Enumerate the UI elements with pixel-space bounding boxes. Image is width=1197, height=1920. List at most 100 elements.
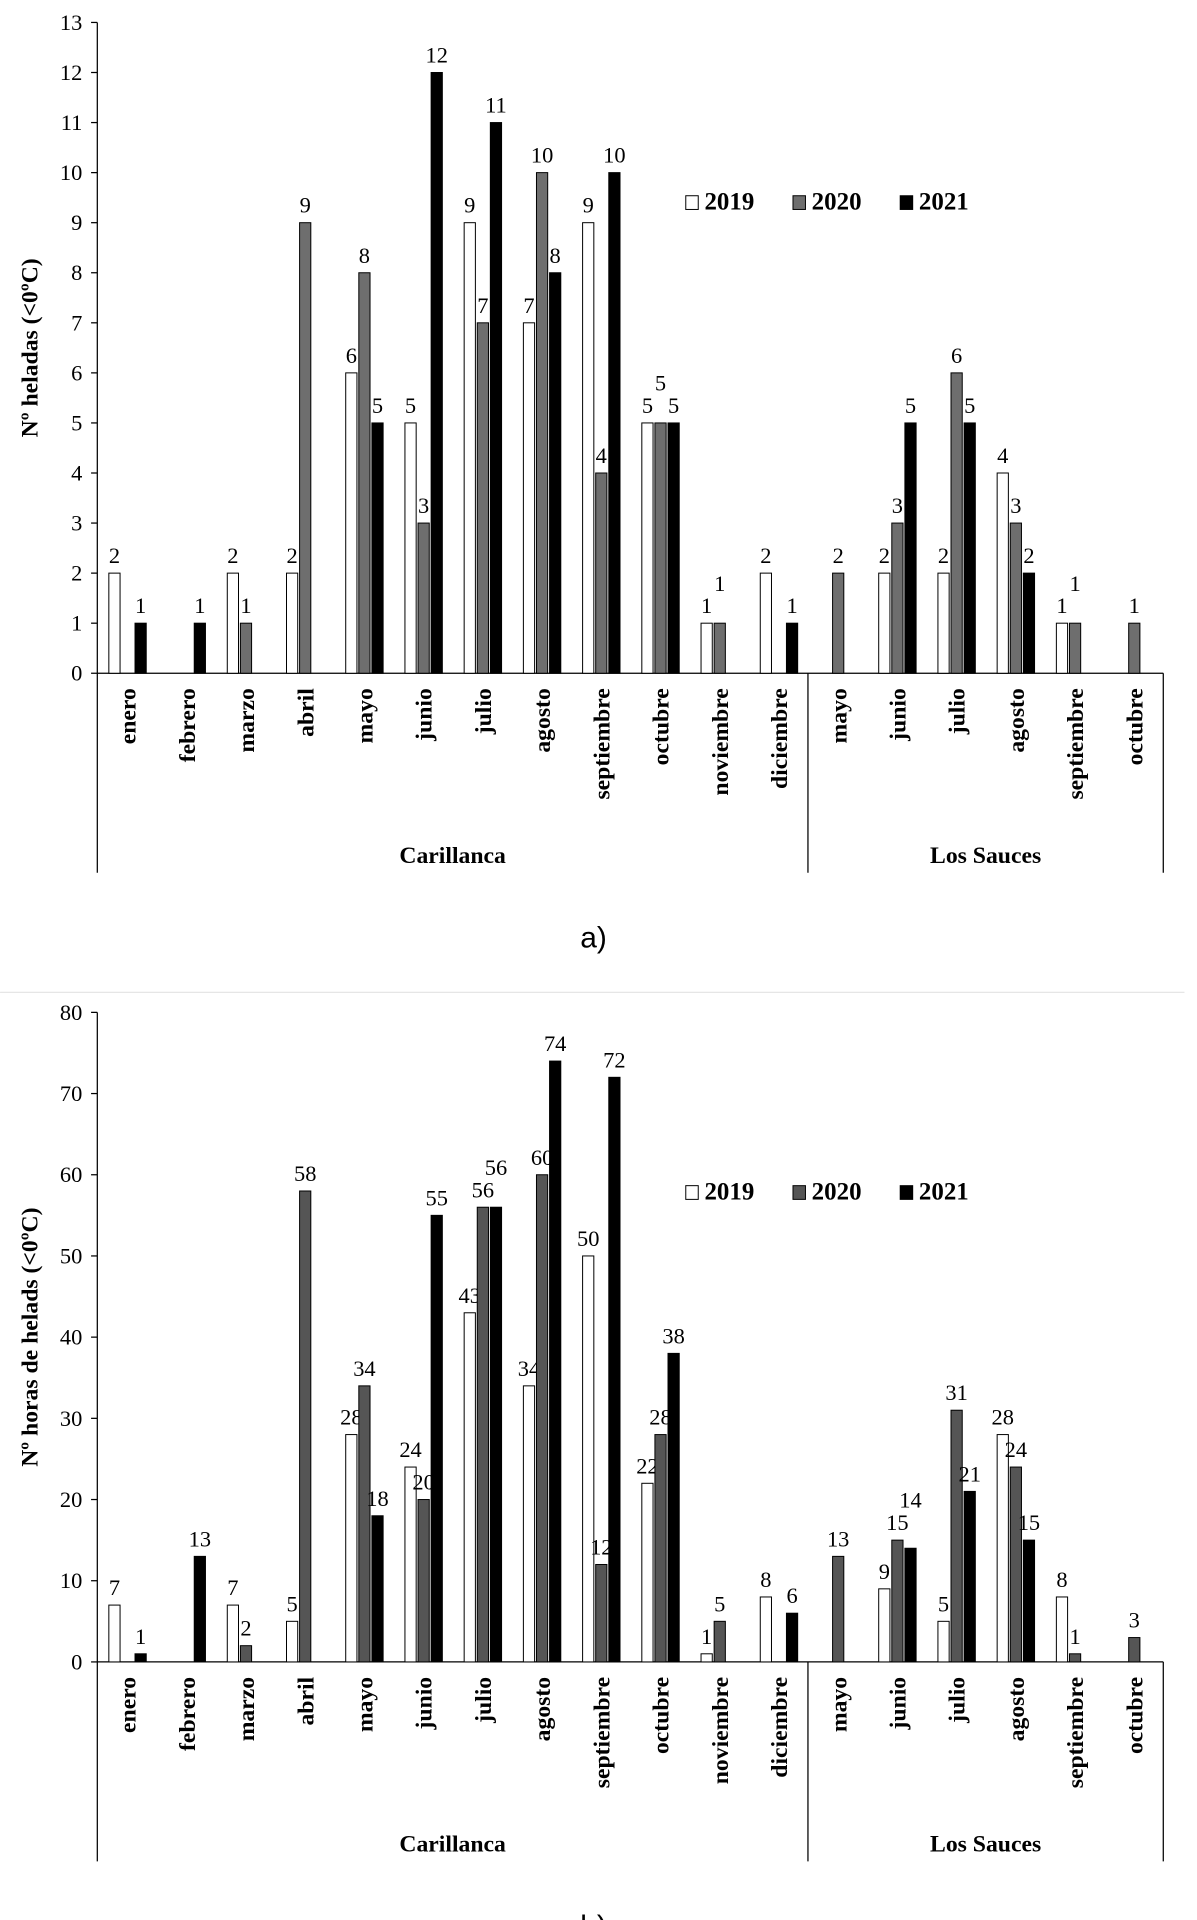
x-tick-label: junio [412, 1677, 438, 1731]
bar-2019 [522, 322, 536, 674]
bar-2019 [996, 1434, 1009, 1663]
legend-swatch-2019 [685, 195, 699, 210]
bar-2019 [108, 572, 121, 674]
y-tick-label: 1 [71, 611, 82, 636]
bar-2019 [286, 1620, 299, 1663]
data-label: 9 [464, 193, 475, 218]
legend-swatch-2020 [792, 1185, 806, 1200]
data-label: 12 [590, 1535, 612, 1560]
y-axis-label: Nº heladas (<0ºC) [17, 258, 43, 437]
data-label: 60 [531, 1145, 553, 1170]
data-label: 2 [287, 543, 298, 568]
bar-2020 [1068, 1653, 1082, 1663]
y-tick-label: 10 [60, 160, 82, 185]
data-label: 13 [189, 1526, 211, 1551]
bar-2021 [904, 1547, 917, 1663]
bar-2019 [286, 572, 299, 674]
data-label: 22 [636, 1453, 658, 1478]
bar-2019 [996, 472, 1009, 674]
data-label: 1 [194, 593, 205, 618]
bar-2020 [832, 572, 845, 674]
y-tick-label: 11 [61, 110, 83, 135]
legend-label: 2020 [812, 1178, 862, 1205]
data-label: 1 [135, 1624, 146, 1649]
bar-2019 [345, 372, 358, 674]
data-label: 8 [760, 1567, 771, 1592]
data-label: 9 [879, 1559, 890, 1584]
data-label: 1 [1056, 593, 1067, 618]
data-label: 2 [833, 543, 844, 568]
caption-a: a) [580, 922, 607, 955]
bar-2020 [1068, 622, 1082, 674]
bar-2020 [535, 172, 549, 674]
x-tick-label: noviembre [708, 688, 734, 795]
x-tick-label: septiembre [589, 1677, 615, 1788]
x-tick-label: febrero [175, 1677, 201, 1751]
bar-2019 [759, 572, 772, 674]
legend-label: 2021 [919, 1178, 969, 1205]
bar-2021 [1022, 1539, 1036, 1663]
bar-2019 [404, 422, 417, 674]
bar-2021 [785, 622, 799, 674]
bar-2021 [430, 1214, 443, 1663]
bar-2020 [654, 422, 667, 674]
data-label: 1 [135, 593, 146, 618]
x-tick-label: junio [886, 688, 912, 742]
bar-2019 [582, 1255, 595, 1663]
data-label: 5 [938, 1591, 949, 1616]
y-tick-label: 10 [60, 1568, 82, 1593]
legend-swatch-2021 [899, 195, 914, 210]
bar-2021 [963, 422, 976, 674]
data-label: 15 [886, 1510, 908, 1535]
bar-2020 [713, 1620, 726, 1663]
x-tick-label: agosto [530, 1677, 556, 1741]
y-tick-label: 3 [71, 511, 82, 536]
data-label: 43 [459, 1283, 481, 1308]
data-label: 6 [346, 343, 357, 368]
x-tick-label: septiembre [1063, 1677, 1089, 1788]
data-label: 1 [240, 593, 251, 618]
group-label: Carillanca [399, 843, 506, 869]
bar-2020 [950, 372, 963, 674]
data-label: 9 [583, 193, 594, 218]
data-label: 5 [905, 393, 916, 418]
bar-2020 [1009, 522, 1022, 674]
bar-2021 [785, 1612, 799, 1663]
bar-2020 [891, 522, 904, 674]
bar-2021 [489, 122, 503, 674]
bar-2020 [239, 1645, 253, 1663]
bar-2019 [878, 1588, 891, 1663]
bar-2019 [937, 572, 950, 674]
bar-2020 [1128, 1637, 1141, 1663]
bar-2021 [904, 422, 917, 674]
data-label: 31 [945, 1380, 967, 1405]
bar-2021 [667, 1352, 680, 1663]
x-tick-label: octubre [649, 688, 675, 765]
bar-2019 [641, 422, 654, 674]
data-label: 13 [827, 1526, 849, 1551]
x-tick-label: junio [886, 1677, 912, 1731]
data-label: 8 [1056, 1567, 1067, 1592]
x-tick-label: marzo [234, 1677, 260, 1741]
x-tick-label: marzo [234, 688, 260, 752]
bar-2019 [108, 1604, 121, 1663]
x-tick-label: julio [471, 1677, 497, 1724]
y-tick-label: 5 [71, 410, 82, 435]
bar-2020 [476, 1206, 489, 1663]
bar-2019 [641, 1482, 654, 1663]
y-tick-label: 20 [60, 1487, 82, 1512]
bar-2019 [463, 1312, 476, 1663]
data-label: 11 [485, 93, 507, 118]
x-tick-label: octubre [1122, 688, 1148, 765]
x-tick-label: mayo [826, 1677, 852, 1732]
data-label: 72 [603, 1047, 625, 1072]
bar-2021 [549, 272, 562, 674]
data-label: 2 [938, 543, 949, 568]
x-tick-label: abril [293, 1676, 319, 1725]
bar-2021 [193, 1555, 206, 1663]
bar-2020 [417, 522, 430, 674]
legend-swatch-2020 [792, 195, 806, 210]
bar-2021 [1022, 572, 1036, 674]
bar-2020 [595, 1563, 608, 1663]
